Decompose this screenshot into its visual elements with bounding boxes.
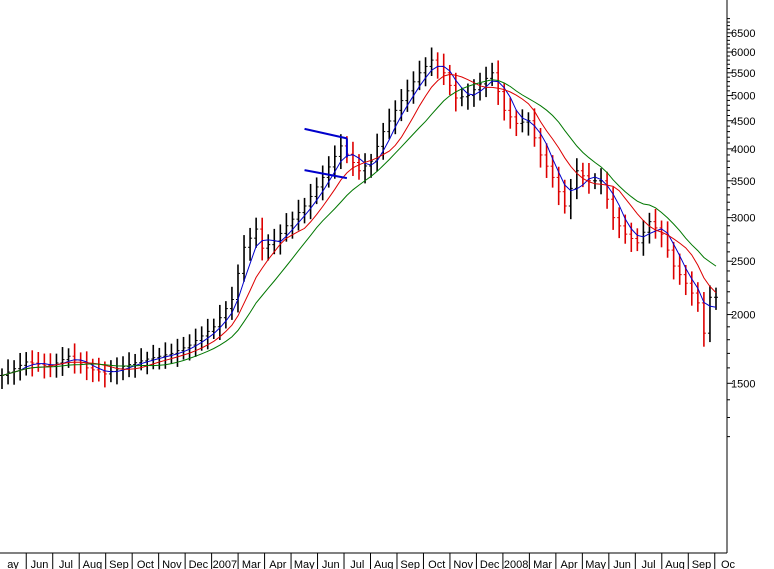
x-tick-label: Oct	[137, 559, 154, 569]
x-axis-ticks: ay Jun Jul Aug Sep Oct Nov Dec 2007 Mar Apr May Jun J…	[7, 553, 736, 569]
x-tick-label: 2008	[504, 559, 528, 569]
x-tick-label: Aug	[83, 559, 103, 569]
moving-averages	[1, 65, 717, 376]
x-tick-label: 2007	[213, 559, 237, 569]
y-tick-label: 6000	[731, 47, 755, 59]
x-tick-label: ay	[7, 559, 19, 569]
moving-average-line	[1, 65, 717, 376]
y-tick-label: 4500	[731, 116, 755, 128]
x-tick-label: Dec	[480, 559, 500, 569]
x-tick-label: Jun	[322, 559, 340, 569]
x-tick-label: Jul	[642, 559, 656, 569]
x-tick-label: Sep	[109, 559, 129, 569]
x-tick-label: Nov	[162, 559, 182, 569]
x-tick-label: Oct	[428, 559, 445, 569]
trendline	[304, 127, 348, 140]
y-tick-label: 3500	[731, 176, 755, 188]
y-tick-label: 4000	[731, 144, 755, 156]
x-tick-label: Oc	[721, 559, 736, 569]
moving-average-line	[1, 73, 717, 376]
x-tick-label: Jul	[59, 559, 73, 569]
y-tick-label: 1500	[731, 378, 755, 390]
x-tick-label: Jul	[350, 559, 364, 569]
y-tick-label: 3000	[731, 213, 755, 225]
y-tick-label: 5500	[731, 68, 755, 80]
x-tick-label: May	[294, 559, 315, 569]
y-tick-label: 6500	[731, 28, 755, 40]
x-tick-label: Jun	[31, 559, 49, 569]
x-tick-label: Apr	[269, 559, 286, 569]
x-tick-label: Sep	[400, 559, 420, 569]
x-tick-label: Apr	[561, 559, 578, 569]
x-tick-label: Mar	[242, 559, 261, 569]
x-tick-label: Aug	[665, 559, 685, 569]
x-tick-label: May	[585, 559, 606, 569]
y-axis-ticks: 6500 6000 5500 5000 4500 4000 3500 3000 2500 2000…	[727, 18, 755, 438]
axes	[0, 0, 728, 554]
y-tick-label: 2000	[731, 310, 755, 322]
channel-annotation	[304, 127, 348, 180]
x-tick-label: Jun	[613, 559, 631, 569]
x-tick-label: Mar	[533, 559, 552, 569]
x-tick-label: Dec	[189, 559, 209, 569]
y-tick-label: 2500	[731, 256, 755, 268]
x-tick-label: Sep	[692, 559, 712, 569]
x-tick-label: Aug	[374, 559, 394, 569]
trendline	[304, 169, 348, 180]
x-tick-label: Nov	[453, 559, 473, 569]
y-tick-label: 5000	[731, 91, 755, 103]
moving-average-line	[1, 79, 717, 376]
